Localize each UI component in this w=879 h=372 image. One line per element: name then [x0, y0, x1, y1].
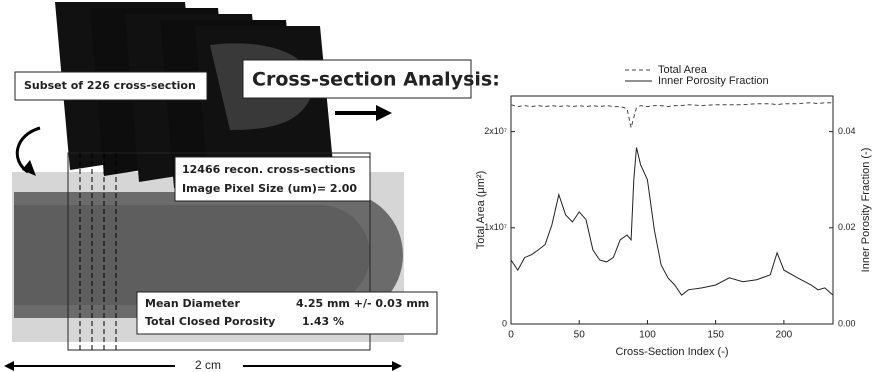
scale-label: 2 cm	[195, 358, 221, 372]
y-tick-label: 2x10⁷	[484, 126, 507, 136]
recon-line: 12466 recon. cross-sections	[182, 163, 356, 176]
y2-axis-label: Inner Porosity Fraction (-)	[860, 148, 872, 273]
legend-label: Inner Porosity Fraction	[658, 75, 769, 87]
analysis-title: Cross-section Analysis:	[252, 69, 500, 91]
sample-core	[14, 205, 370, 305]
arrow-head	[376, 105, 392, 121]
x-axis-label: Cross-Section Index (-)	[615, 346, 728, 358]
arrow-head	[4, 361, 14, 371]
diagram: Subset of 226 cross-section Cross-sectio…	[4, 2, 500, 372]
y2-tick-label: 0.02	[838, 222, 856, 232]
x-tick-label: 50	[574, 330, 586, 341]
porosity-value: 1.43 %	[302, 315, 344, 328]
diameter-label: Mean Diameter	[145, 297, 240, 310]
y-tick-label: 0	[502, 318, 507, 328]
x-tick-label: 0	[508, 330, 514, 341]
y-axis-label: Total Area (μm²)	[475, 171, 487, 249]
series-line	[511, 103, 833, 128]
series-line	[511, 148, 833, 296]
x-tick-label: 200	[776, 330, 793, 341]
x-tick-label: 150	[707, 330, 724, 341]
plot-frame	[511, 96, 833, 324]
subset-label: Subset of 226 cross-section	[24, 79, 196, 92]
y-tick-label: 1x10⁷	[484, 222, 507, 232]
diameter-value: 4.25 mm +/- 0.03 mm	[296, 297, 429, 310]
y2-tick-label: 0.04	[838, 126, 856, 136]
porosity-label: Total Closed Porosity	[145, 315, 275, 328]
recon-line: Image Pixel Size (um)= 2.00	[182, 182, 357, 195]
y2-tick-label: 0.00	[838, 318, 856, 328]
arrow-head	[392, 361, 402, 371]
chart: 0 50 100 150 200 0 1x10⁷ 2x10⁷ 0.00 0.02 0.04 Cross…	[475, 64, 872, 358]
x-tick-label: 100	[639, 330, 656, 341]
figure: Subset of 226 cross-section Cross-sectio…	[0, 0, 879, 372]
